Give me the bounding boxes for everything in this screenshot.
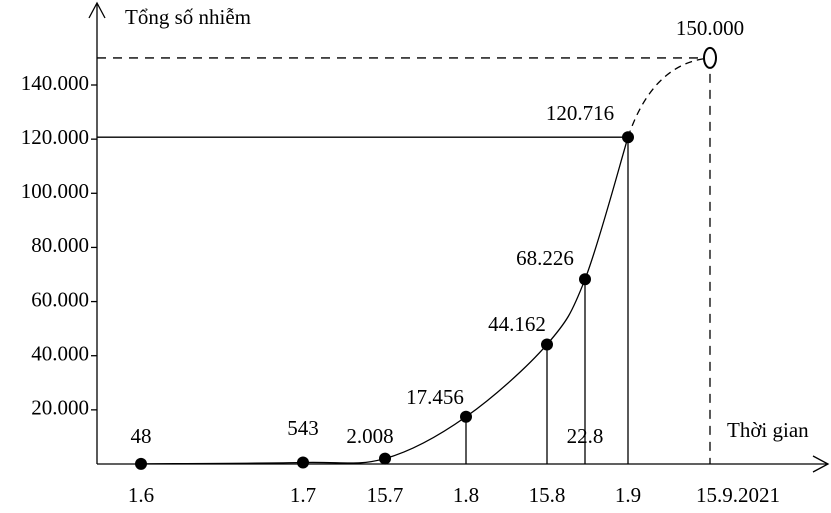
x-axis-arrow xyxy=(812,455,830,473)
point xyxy=(579,273,591,286)
point xyxy=(460,410,472,423)
value-label: 48 xyxy=(131,424,152,448)
value-label: 150.000 xyxy=(676,16,744,40)
value-label: 44.162 xyxy=(488,312,546,336)
y-tick-label: 40.000 xyxy=(31,342,89,366)
point xyxy=(297,456,309,469)
x-tick-label: 22.8 xyxy=(567,424,604,448)
x-tick-label: 1.8 xyxy=(453,483,479,507)
y-axis-title: Tổng số nhiễm xyxy=(125,5,251,29)
y-tick-label: 100.000 xyxy=(21,179,89,203)
point xyxy=(622,131,634,144)
value-label: 68.226 xyxy=(516,246,574,270)
value-label: 17.456 xyxy=(406,385,464,409)
y-tick-label: 80.000 xyxy=(31,233,89,257)
value-label: 2.008 xyxy=(346,424,393,448)
value-label: 543 xyxy=(287,416,319,440)
x-tick-label: 1.7 xyxy=(290,483,316,507)
x-tick-label: 1.9 xyxy=(615,483,641,507)
point xyxy=(541,338,553,351)
value-label: 120.716 xyxy=(546,101,614,125)
projected-point xyxy=(703,46,717,69)
y-tick-label: 120.000 xyxy=(21,125,89,149)
x-tick-label: 15.8 xyxy=(529,483,566,507)
line xyxy=(140,137,629,465)
point xyxy=(135,457,147,470)
x-axis-title: Thời gian xyxy=(727,418,809,442)
x-tick-label: 15.7 xyxy=(367,483,404,507)
y-axis-arrow xyxy=(88,1,106,19)
x-tick-label: 1.6 xyxy=(128,483,154,507)
point xyxy=(379,452,391,465)
y-tick-label: 140.000 xyxy=(21,71,89,95)
x-tick-label: 15.9.2021 xyxy=(696,483,780,507)
y-tick-label: 60.000 xyxy=(31,287,89,311)
y-tick-label: 20.000 xyxy=(31,396,89,420)
projection-line xyxy=(627,57,711,138)
